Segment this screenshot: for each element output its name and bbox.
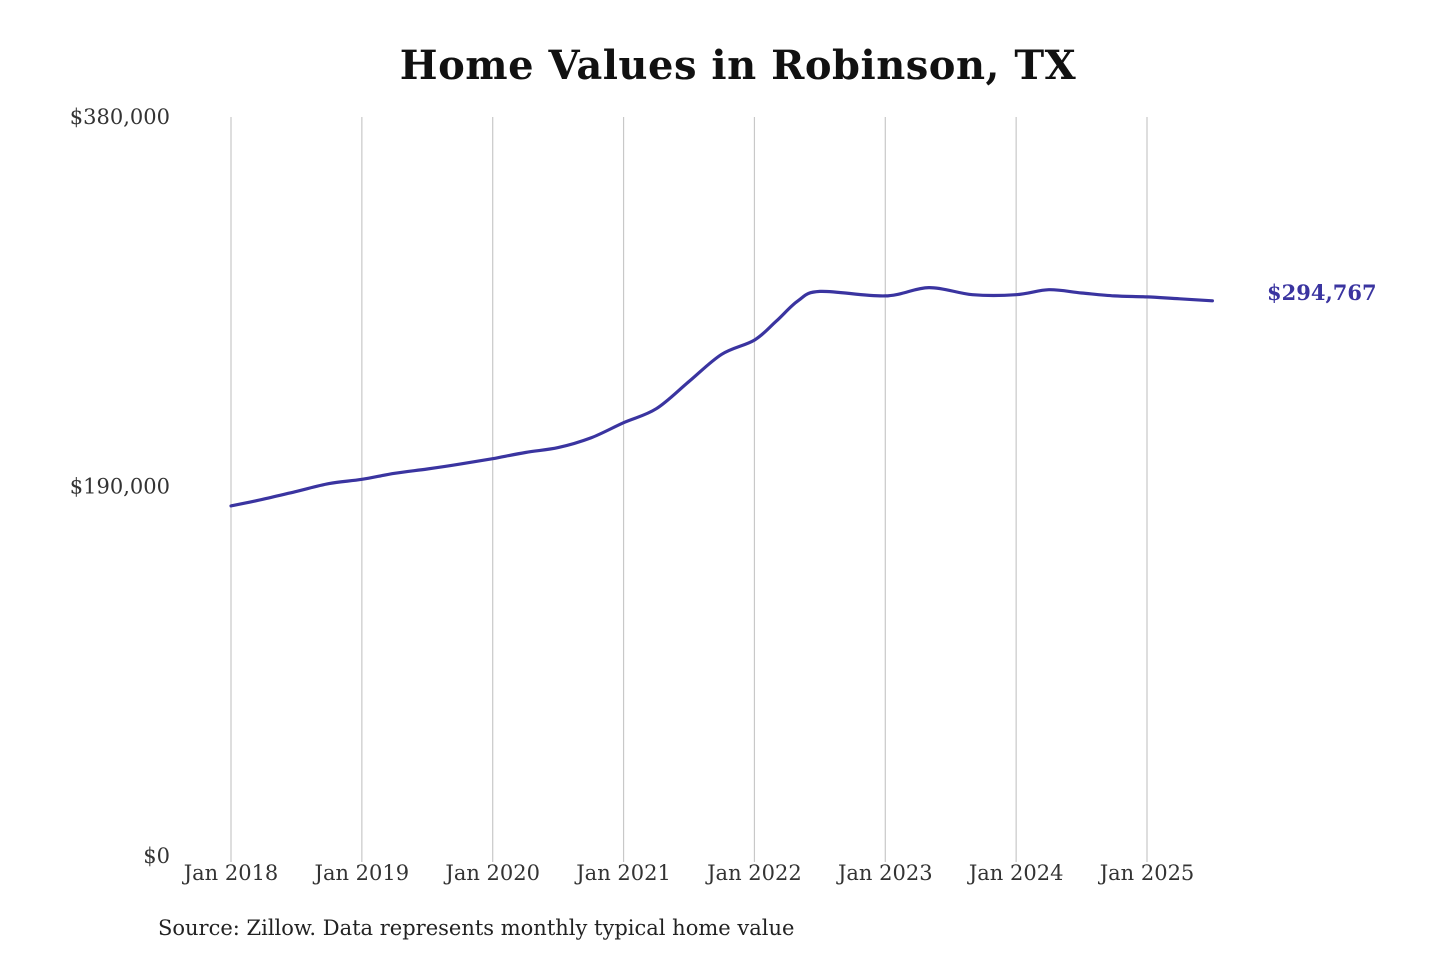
y-tick-label: $0 xyxy=(143,844,170,868)
source-note: Source: Zillow. Data represents monthly … xyxy=(158,916,795,940)
x-tick-label: Jan 2025 xyxy=(1098,861,1195,885)
series-line xyxy=(229,285,1214,508)
x-tick-label: Jan 2020 xyxy=(443,861,540,885)
x-tick-label: Jan 2018 xyxy=(182,861,279,885)
y-axis-tick-labels: $0 $190,000 $380,000 xyxy=(70,105,170,868)
x-tick-label: Jan 2022 xyxy=(705,861,802,885)
x-tick-label: Jan 2019 xyxy=(313,861,410,885)
x-tick-label: Jan 2024 xyxy=(967,861,1064,885)
chart-title: Home Values in Robinson, TX xyxy=(399,42,1077,89)
x-tick-label: Jan 2021 xyxy=(574,861,671,885)
series-lines xyxy=(229,285,1214,508)
y-tick-label: $190,000 xyxy=(70,475,170,499)
gridlines xyxy=(230,117,1148,862)
end-value-labels: $294,767 xyxy=(1267,280,1377,305)
end-value-label: $294,767 xyxy=(1267,280,1377,305)
y-tick-label: $380,000 xyxy=(70,105,170,129)
x-tick-label: Jan 2023 xyxy=(836,861,933,885)
x-axis-tick-labels: Jan 2018 Jan 2019 Jan 2020 Jan 2021 Jan 2022… xyxy=(182,861,1195,885)
